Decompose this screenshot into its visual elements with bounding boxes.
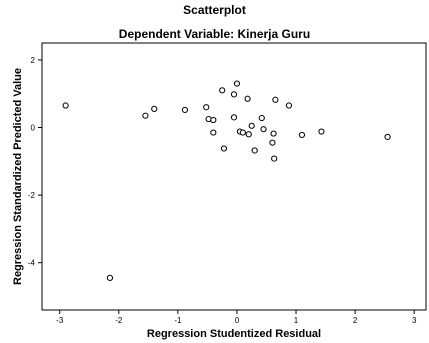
- data-point: [285, 102, 293, 109]
- y-axis-label: Regression Standardized Predicted Value: [12, 68, 24, 285]
- x-tick-label: 0: [235, 316, 240, 325]
- data-point: [384, 133, 391, 141]
- plot-area: [41, 42, 427, 311]
- x-tick-label: 3: [412, 316, 417, 325]
- data-points: [62, 80, 391, 281]
- data-point: [318, 128, 325, 135]
- data-point: [251, 147, 258, 154]
- data-point: [219, 87, 226, 94]
- data-point: [244, 95, 251, 102]
- data-point: [151, 105, 158, 113]
- data-point: [298, 131, 306, 139]
- data-point: [239, 129, 246, 136]
- y-tick-label: -4: [28, 259, 36, 268]
- y-tick-label: -2: [28, 191, 36, 200]
- data-point: [272, 96, 279, 103]
- x-axis-label: Regression Studentized Residual: [147, 328, 321, 340]
- data-point: [142, 112, 149, 119]
- data-point: [248, 122, 255, 129]
- data-point: [181, 106, 189, 114]
- x-tick-label: -2: [115, 316, 123, 325]
- y-axis: 2 0 -2 -4: [28, 56, 42, 268]
- data-point: [220, 145, 228, 152]
- data-point: [245, 131, 252, 138]
- data-point: [258, 114, 265, 122]
- data-point: [203, 104, 210, 111]
- data-point: [269, 139, 276, 146]
- data-point: [230, 114, 238, 121]
- x-tick-label: -3: [56, 316, 64, 325]
- data-point: [270, 130, 277, 137]
- x-tick-label: 1: [294, 316, 299, 325]
- chart-title: Scatterplot: [183, 3, 246, 17]
- data-point: [233, 80, 241, 87]
- x-tick-label: 2: [353, 316, 358, 325]
- data-point: [62, 102, 69, 109]
- data-point: [210, 129, 217, 136]
- chart-subtitle: Dependent Variable: Kinerja Guru: [118, 27, 311, 41]
- data-point: [230, 91, 238, 98]
- data-point: [210, 116, 217, 124]
- data-point: [260, 126, 267, 133]
- x-axis: -3 -2 -1 0 1 2 3: [56, 310, 417, 325]
- data-point: [271, 155, 278, 162]
- y-tick-label: 2: [31, 56, 36, 65]
- data-point: [106, 274, 114, 281]
- x-tick-label: -1: [174, 316, 182, 325]
- y-tick-label: 0: [31, 123, 36, 132]
